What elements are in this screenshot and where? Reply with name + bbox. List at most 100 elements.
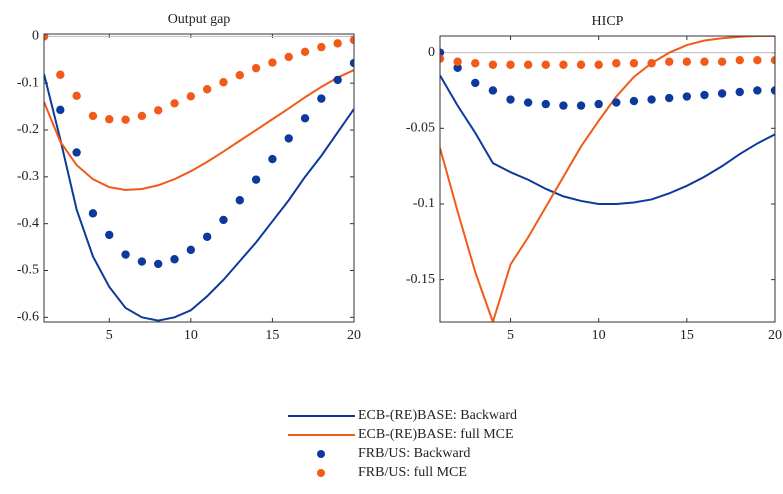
x-tick-label: 5 [507, 328, 514, 343]
series-marker [541, 99, 550, 109]
series-marker [202, 85, 212, 94]
series-marker [576, 60, 586, 69]
series-marker [735, 87, 744, 97]
x-tick-label: 10 [184, 328, 198, 343]
series-marker [700, 90, 709, 100]
series-marker [471, 78, 480, 88]
series-marker [647, 59, 656, 68]
series-marker [284, 52, 293, 62]
y-tick-label: -0.15 [406, 272, 435, 287]
series-marker [349, 35, 354, 45]
series-marker [317, 94, 326, 103]
series-marker [440, 54, 445, 63]
series-marker [170, 99, 179, 108]
series-marker [88, 111, 98, 121]
series-marker [770, 56, 775, 65]
series-marker [541, 60, 550, 69]
chart-title: Output gap [168, 12, 231, 27]
series-marker [594, 60, 603, 69]
series-marker [453, 63, 462, 72]
series-marker [251, 63, 261, 73]
series-marker [219, 215, 228, 225]
series-marker [629, 59, 639, 68]
series-marker [753, 56, 762, 65]
series-marker [170, 255, 179, 264]
series-marker [268, 58, 277, 67]
series-marker [717, 57, 727, 66]
series-marker [682, 57, 692, 66]
plot-frame [43, 33, 355, 323]
series-marker [665, 57, 674, 66]
y-tick-label: 0 [32, 29, 39, 44]
series-marker [154, 106, 163, 115]
series-marker [700, 57, 709, 66]
x-tick-label: 10 [592, 328, 606, 343]
series-marker [284, 134, 293, 143]
series-marker [300, 114, 310, 123]
series-marker [453, 57, 462, 66]
series-marker [44, 34, 49, 41]
x-tick-label: 15 [265, 328, 279, 343]
legend-swatch [317, 469, 325, 477]
series-marker [154, 259, 163, 269]
legend-label: FRB/US: full MCE [358, 465, 467, 480]
series-marker [235, 196, 244, 205]
legend-swatch [317, 450, 325, 458]
series-marker [559, 60, 568, 69]
series-line [440, 74, 775, 205]
series-marker [72, 91, 81, 101]
series-marker [647, 95, 656, 104]
x-tick-label: 20 [768, 328, 782, 343]
y-tick-label: 0 [428, 45, 435, 60]
y-tick-label: -0.05 [406, 121, 435, 136]
series-marker [506, 60, 515, 69]
legend-label: FRB/US: Backward [358, 446, 470, 461]
series-marker [88, 209, 98, 218]
series-marker [717, 89, 727, 98]
x-tick-label: 15 [680, 328, 694, 343]
y-tick-label: -0.4 [17, 216, 39, 231]
series-marker [72, 148, 81, 157]
series-marker [121, 115, 130, 124]
series-marker [333, 75, 342, 85]
series-marker [251, 175, 261, 184]
y-tick-label: -0.3 [17, 169, 39, 184]
chart-title: HICP [592, 14, 624, 29]
series-marker [576, 101, 586, 110]
series-marker [612, 59, 621, 68]
series-marker [137, 111, 147, 121]
series-marker [56, 70, 65, 79]
series-marker [317, 42, 326, 52]
series-marker [202, 232, 212, 241]
series-marker [186, 92, 196, 101]
series-marker [594, 99, 603, 109]
x-tick-label: 5 [106, 328, 113, 343]
series-marker [506, 95, 515, 104]
series-marker [186, 245, 196, 255]
series-marker [665, 93, 674, 103]
series-marker [612, 98, 621, 107]
series-marker [523, 98, 533, 107]
series-marker [770, 86, 775, 95]
y-tick-label: -0.5 [17, 263, 39, 278]
series-marker [753, 86, 762, 95]
series-marker [235, 71, 244, 80]
series-line [44, 69, 354, 191]
series-marker [105, 115, 114, 124]
plot-area [440, 36, 775, 322]
y-tick-label: -0.6 [17, 310, 39, 325]
series-marker [333, 39, 342, 48]
series-marker [137, 257, 147, 266]
y-tick-label: -0.1 [413, 196, 435, 211]
series-marker [488, 60, 498, 69]
series-marker [682, 92, 692, 101]
plot-frame [439, 35, 776, 323]
y-tick-label: -0.2 [17, 122, 39, 137]
legend-label: ECB-(RE)BASE: full MCE [358, 427, 514, 442]
series-marker [471, 59, 480, 68]
series-marker [300, 47, 310, 56]
y-tick-label: -0.1 [17, 75, 39, 90]
series-marker [349, 58, 354, 68]
series-marker [629, 96, 639, 106]
